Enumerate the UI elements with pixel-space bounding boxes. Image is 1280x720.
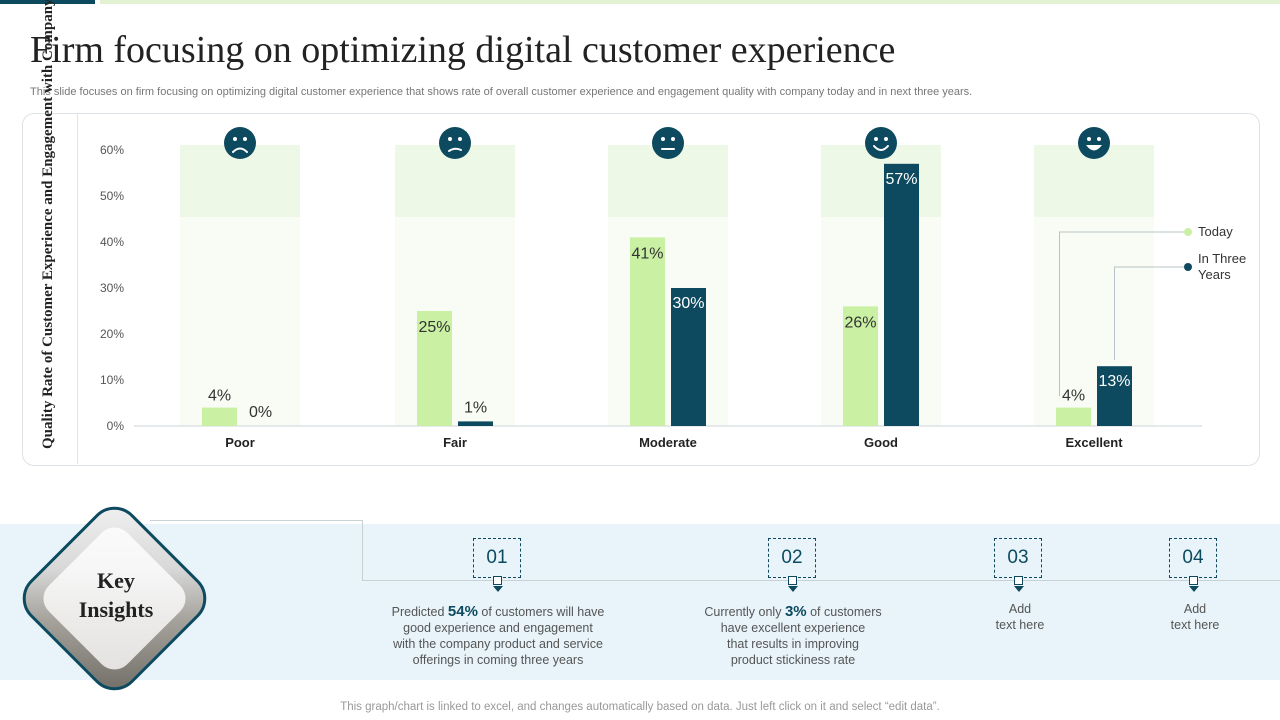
insight-number-04: 04 bbox=[1169, 538, 1217, 578]
face-mouth bbox=[232, 147, 248, 153]
face-eye bbox=[243, 137, 247, 141]
key-insights-heading-line2: Insights bbox=[78, 597, 154, 622]
face-eye bbox=[448, 137, 452, 141]
bar-chart[interactable]: 0% 10% 20% 30% 40% 50% 60% 4% 0% Poor 25% 1% Fair 41%… bbox=[0, 0, 1280, 470]
legend-label-future-line2: Years bbox=[1198, 267, 1231, 282]
pointer-down-icon bbox=[788, 586, 798, 592]
insights-frame-line bbox=[150, 520, 363, 581]
bar-future-good[interactable] bbox=[884, 163, 919, 427]
insight-highlight-54: 54% bbox=[447, 603, 478, 620]
y-tick-label: 10% bbox=[100, 373, 124, 387]
data-label-future: 0% bbox=[249, 404, 272, 421]
insights-rule bbox=[362, 580, 1280, 581]
face-eye bbox=[671, 137, 675, 141]
y-tick-label: 20% bbox=[100, 327, 124, 341]
bar-future-fair[interactable] bbox=[458, 421, 493, 426]
laughing-face-icon bbox=[1078, 127, 1110, 159]
insight-marker-icon bbox=[1189, 576, 1198, 585]
face-mouth bbox=[1086, 145, 1102, 151]
smile-face-icon bbox=[865, 127, 897, 159]
pointer-down-icon bbox=[1189, 586, 1199, 592]
y-tick-label: 60% bbox=[100, 143, 124, 157]
bg-column bbox=[180, 217, 300, 426]
top-accent-line bbox=[100, 0, 1280, 4]
bar-today-excellent[interactable] bbox=[1056, 407, 1091, 426]
legend-leader-today bbox=[1059, 231, 1186, 396]
y-tick-label: 40% bbox=[100, 235, 124, 249]
bg-column bbox=[395, 217, 515, 426]
page-title: Firm focusing on optimizing digital cust… bbox=[30, 29, 896, 71]
x-category-label: Fair bbox=[443, 435, 467, 450]
insight-text-03[interactable]: Add text here bbox=[995, 602, 1045, 632]
insight-number-03: 03 bbox=[994, 538, 1042, 578]
data-label-today: 25% bbox=[418, 319, 450, 336]
legend-marker-today bbox=[1184, 228, 1192, 236]
face-mouth bbox=[448, 147, 462, 152]
x-category-label: Moderate bbox=[639, 435, 697, 450]
insight-text-01: Predicted 54% of customers will have goo… bbox=[391, 603, 605, 668]
data-label-today: 26% bbox=[844, 314, 876, 331]
face-eye bbox=[661, 137, 665, 141]
data-label-today: 4% bbox=[208, 388, 231, 405]
data-label-future: 13% bbox=[1098, 373, 1130, 390]
y-tick-label: 0% bbox=[107, 419, 125, 433]
face-eye bbox=[1087, 137, 1091, 141]
pointer-down-icon bbox=[1014, 586, 1024, 592]
insight-number-02: 02 bbox=[768, 538, 816, 578]
bar-today-good[interactable] bbox=[843, 306, 878, 426]
insight-number-01: 01 bbox=[473, 538, 521, 578]
key-insights-heading-line1: Key bbox=[97, 568, 135, 593]
very-sad-face-icon bbox=[224, 127, 256, 159]
face-eye bbox=[233, 137, 237, 141]
bg-column bbox=[608, 217, 728, 426]
x-category-label: Good bbox=[864, 435, 898, 450]
bar-today-poor[interactable] bbox=[202, 407, 237, 426]
bar-today-moderate[interactable] bbox=[630, 237, 665, 426]
insight-text-04[interactable]: Add text here bbox=[1170, 602, 1220, 632]
face-mouth bbox=[873, 145, 889, 151]
y-axis-label-divider bbox=[77, 114, 78, 464]
footer-note: This graph/chart is linked to excel, and… bbox=[340, 701, 940, 713]
insight-marker-icon bbox=[1014, 576, 1023, 585]
bg-column bbox=[1034, 217, 1154, 426]
face-eye bbox=[1097, 137, 1101, 141]
legend-label-future-line1: In Three bbox=[1198, 251, 1246, 266]
data-label-future: 30% bbox=[672, 295, 704, 312]
insight-marker-icon bbox=[493, 576, 502, 585]
legend-label-today: Today bbox=[1198, 224, 1233, 239]
data-label-today: 41% bbox=[631, 245, 663, 262]
top-accent-bar bbox=[0, 0, 95, 4]
legend-leader-future bbox=[1114, 266, 1186, 360]
bar-future-moderate[interactable] bbox=[671, 288, 706, 426]
insight-highlight-3: 3% bbox=[784, 603, 807, 620]
bar-today-fair[interactable] bbox=[417, 311, 452, 426]
data-label-future: 57% bbox=[885, 171, 917, 188]
face-eye bbox=[874, 137, 878, 141]
insights-band bbox=[0, 524, 1280, 680]
page-subtitle: This slide focuses on firm focusing on o… bbox=[30, 86, 973, 98]
bar-future-excellent[interactable] bbox=[1097, 366, 1132, 426]
x-category-label: Excellent bbox=[1065, 435, 1123, 450]
x-category-label: Poor bbox=[225, 435, 255, 450]
neutral-face-icon bbox=[652, 127, 684, 159]
face-eye bbox=[884, 137, 888, 141]
y-tick-label: 30% bbox=[100, 281, 124, 295]
bg-column bbox=[821, 217, 941, 426]
insight-marker-icon bbox=[788, 576, 797, 585]
pointer-down-icon bbox=[493, 586, 503, 592]
face-eye bbox=[458, 137, 462, 141]
legend-marker-future bbox=[1184, 263, 1192, 271]
data-label-future: 1% bbox=[464, 399, 487, 416]
key-insights-heading: Key Insights bbox=[58, 566, 174, 624]
y-tick-label: 50% bbox=[100, 189, 124, 203]
insight-text-02: Currently only 3% of customers have exce… bbox=[704, 603, 882, 668]
data-label-today: 4% bbox=[1062, 388, 1085, 405]
sad-face-icon bbox=[439, 127, 471, 159]
